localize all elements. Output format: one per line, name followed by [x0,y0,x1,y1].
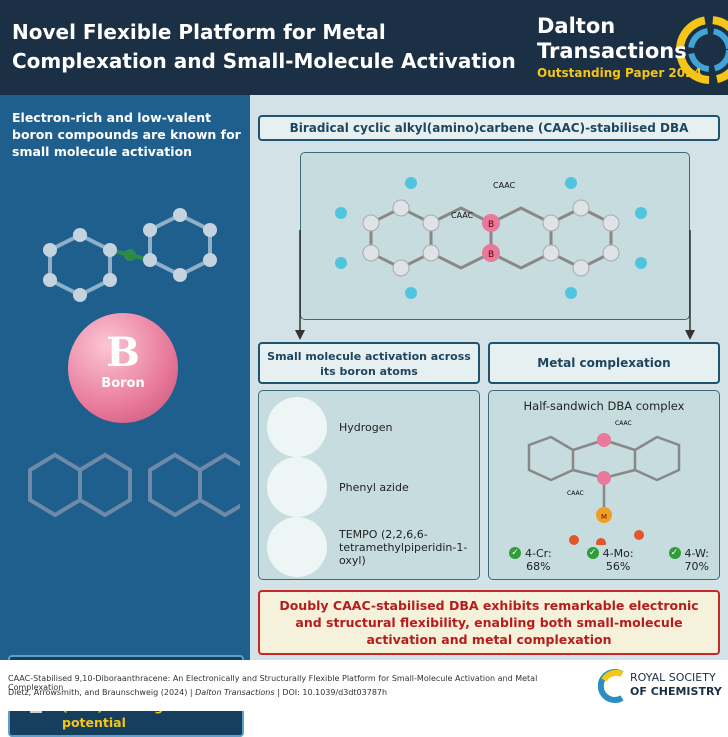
molecule-illustration [43,208,217,302]
authors: Dietz, Arrowsmith, and Braunschweig (202… [8,688,188,697]
svg-text:CAAC: CAAC [451,211,474,220]
publisher-line1: ROYAL SOCIETY [630,671,716,684]
yield-value: 68% [526,560,551,573]
header: Novel Flexible Platform for Metal Comple… [0,0,728,95]
yield-value: 70% [684,560,709,573]
footer: CAAC-Stabilised 9,10-Diboraanthracene: A… [0,660,728,711]
journal-name: Dalton Transactions [537,14,687,63]
rsc-logo-icon [598,669,624,703]
main-heading: Biradical cyclic alkyl(amino)carbene (CA… [258,115,720,141]
complex-subtitle: Half-sandwich DBA complex [523,399,685,413]
element-symbol: B [106,329,140,376]
phenyl-azide-molecule-icon [267,457,327,517]
boron-sphere: B Boron [68,313,178,423]
list-item: TEMPO (2,2,6,6-tetramethylpiperidin-1-ox… [267,517,479,577]
list-item: Phenyl azide [267,457,409,517]
svg-text:CAAC: CAAC [567,490,584,497]
check-icon: ✓ [509,547,521,559]
caac-dba-structure: B B CAAC CAAC [335,177,647,299]
svg-text:CAAC: CAAC [493,181,516,190]
yield-label: 4-Mo: [602,547,634,560]
yield-item: ✓ 4-W: 70% [668,547,709,573]
citation-meta: Dietz, Arrowsmith, and Braunschweig (202… [8,688,388,697]
yield-list: ✓ 4-Cr: 68% ✓ 4-Mo: 56% ✓ 4-W: 70% [509,547,709,573]
hydrogen-molecule-icon [267,397,327,457]
svg-text:B: B [488,220,494,230]
small-molecule-box: Hydrogen Phenyl azide TEMPO (2,2,6,6-tet… [258,390,480,580]
award-label: Outstanding Paper 2024 [537,66,702,80]
item-label: Phenyl azide [339,480,409,494]
yield-label: 4-Cr: [525,547,552,560]
dba-structure-box: B B CAAC CAAC [300,152,690,320]
half-sandwich-structure: M CAAC CAAC [527,420,681,545]
col2-heading: Metal complexation [488,342,720,384]
svg-text:CAAC: CAAC [615,420,632,427]
item-label: Hydrogen [339,420,393,434]
yield-value: 56% [605,560,631,573]
metal-complex-box: Half-sandwich DBA complex M CAAC CAAC ✓ 4-… [488,390,720,580]
left-panel: Electron-rich and low-valent boron compo… [0,95,250,737]
col1-heading: Small molecule activation across its bor… [258,342,480,384]
yield-label: 4-W: [684,547,709,560]
tempo-molecule-icon [267,517,327,577]
check-icon: ✓ [586,547,599,559]
page-title: Novel Flexible Platform for Metal Comple… [12,20,516,73]
element-name: Boron [101,376,145,391]
flow-arrows [295,230,695,340]
yield-item: ✓ 4-Cr: 68% [509,547,552,573]
list-item: Hydrogen [267,397,393,457]
publisher-line2: OF CHEMISTRY [630,685,722,698]
conclusion-box: Doubly CAAC-stabilised DBA exhibits rema… [258,590,720,655]
intro-text: Electron-rich and low-valent boron compo… [12,110,241,159]
publisher-name: ROYAL SOCIETY OF CHEMISTRY [630,671,722,699]
check-icon: ✓ [668,547,681,559]
dba-molecule-illustration [28,452,240,518]
doi-link[interactable]: DOI: 10.1039/d3dt03787h [282,688,388,697]
journal-ref: Dalton Transactions [195,688,275,697]
citation-title: CAAC-Stabilised 9,10-Diboraanthracene: A… [8,674,538,692]
yield-item: ✓ 4-Mo: 56% [586,547,634,573]
item-label: TEMPO (2,2,6,6-tetramethylpiperidin-1-ox… [339,527,468,567]
svg-text:B: B [488,250,494,260]
metal-label: M [601,513,607,521]
